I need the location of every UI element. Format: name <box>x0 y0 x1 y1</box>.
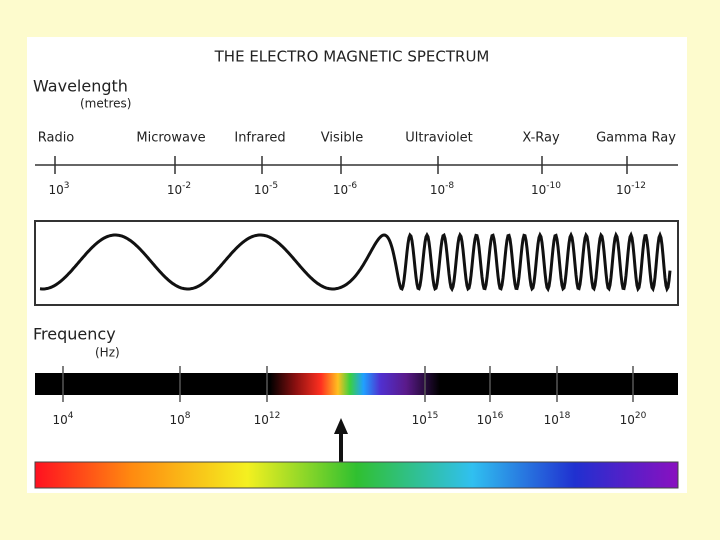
wave-box <box>34 220 679 306</box>
panel <box>27 37 687 493</box>
tick-label: 10-10 <box>531 181 561 197</box>
tick-label: 10-5 <box>254 181 278 197</box>
tick-label: 1018 <box>544 411 571 427</box>
tick-exp: -6 <box>348 181 357 191</box>
band-label: Infrared <box>234 131 285 146</box>
band-label: Gamma Ray <box>596 131 676 146</box>
tick-exp: 15 <box>427 411 438 421</box>
tick-exp: 4 <box>68 411 74 421</box>
band-label: Microwave <box>136 131 205 146</box>
visible-band <box>270 373 440 395</box>
tick-label: 10-8 <box>430 181 455 197</box>
tick-exp: 8 <box>185 411 191 421</box>
wavelength-label: Wavelength <box>33 77 128 96</box>
rainbow-bar <box>34 461 679 489</box>
tick-label: 1020 <box>620 411 647 427</box>
arrow-head <box>334 418 348 434</box>
tick-exp: -12 <box>631 181 646 191</box>
tick-label: 10-6 <box>333 181 358 197</box>
band-label: X-Ray <box>522 131 560 146</box>
tick-label: 103 <box>48 181 69 197</box>
tick-base: 10 <box>477 413 492 427</box>
tick-base: 10 <box>620 413 635 427</box>
tick-exp: -8 <box>445 181 454 191</box>
tick-label: 10-12 <box>616 181 646 197</box>
frequency-label: Frequency <box>33 325 116 344</box>
tick-exp: 12 <box>269 411 280 421</box>
tick-base: 10 <box>48 183 63 197</box>
tick-label: 1015 <box>412 411 439 427</box>
wavelength-unit: (metres) <box>80 97 131 111</box>
tick-base: 10 <box>167 183 182 197</box>
band-label: Radio <box>38 131 75 146</box>
tick-base: 10 <box>616 183 631 197</box>
tick-exp: -2 <box>182 181 191 191</box>
tick-exp: 18 <box>559 411 571 421</box>
tick-label: 108 <box>169 411 190 427</box>
labels: Radio Microwave Infrared Visible Ultraviolet… <box>38 131 677 427</box>
tick-base: 10 <box>169 413 184 427</box>
tick-base: 10 <box>52 413 67 427</box>
tick-exp: -5 <box>269 181 278 191</box>
title: THE ELECTRO MAGNETIC SPECTRUM <box>214 48 490 66</box>
tick-label: 104 <box>52 411 73 427</box>
tick-exp: 20 <box>635 411 647 421</box>
frequency-unit: (Hz) <box>95 346 120 360</box>
tick-base: 10 <box>254 413 269 427</box>
tick-base: 10 <box>333 183 348 197</box>
tick-exp: -10 <box>546 181 561 191</box>
tick-base: 10 <box>412 413 427 427</box>
tick-label: 1012 <box>254 411 281 427</box>
band-label: Visible <box>321 131 363 146</box>
tick-label: 1016 <box>477 411 504 427</box>
tick-base: 10 <box>544 413 559 427</box>
tick-base: 10 <box>254 183 269 197</box>
tick-base: 10 <box>430 183 445 197</box>
tick-label: 10-2 <box>167 181 191 197</box>
wave <box>39 230 672 293</box>
tick-exp: 3 <box>64 181 70 191</box>
tick-base: 10 <box>531 183 546 197</box>
tick-exp: 16 <box>492 411 504 421</box>
band-label: Ultraviolet <box>405 131 473 146</box>
